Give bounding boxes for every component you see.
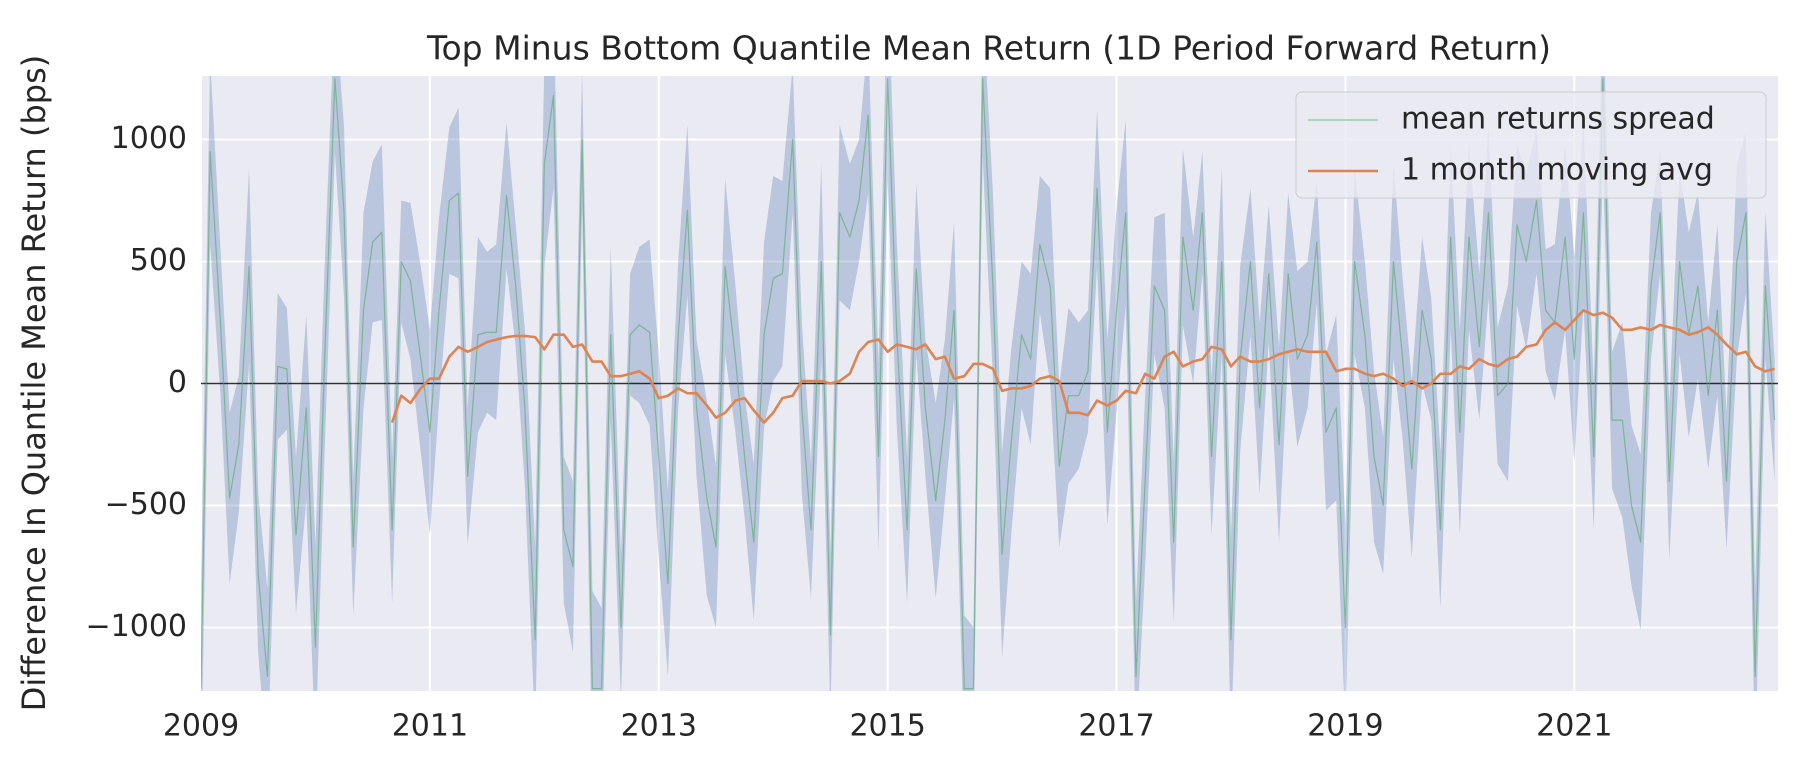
plot-content [201,76,1778,691]
x-tick-label: 2013 [621,709,697,744]
y-tick-label: 1000 [111,121,187,156]
legend-label: mean returns spread [1401,102,1715,137]
moving-avg-line [390,308,1775,424]
x-tick-label: 2015 [849,709,925,744]
error-band [201,76,1775,691]
y-tick-label: 500 [130,243,187,278]
legend-label: 1 month moving avg [1401,153,1713,188]
legend-box [1295,91,1767,199]
axes: −1000 −500 0 500 1000 2009 2011 2013 2015 2017 201… [86,121,1613,744]
chart-title: Top Minus Bottom Quantile Mean Return (1… [426,29,1551,68]
x-tick-label: 2019 [1307,709,1383,744]
y-axis-label: Difference In Quantile Mean Return (bps) [15,55,53,712]
x-tick-label: 2011 [392,709,468,744]
y-tick-label: 0 [168,365,187,400]
spread-line [201,77,1776,690]
y-tick-label: −1000 [86,609,187,644]
x-tick-label: 2021 [1536,709,1612,744]
x-tick-label: 2017 [1078,709,1154,744]
x-tick-label: 2009 [163,709,239,744]
legend: mean returns spread 1 month moving avg [1295,91,1767,199]
y-tick-label: −500 [105,487,187,522]
